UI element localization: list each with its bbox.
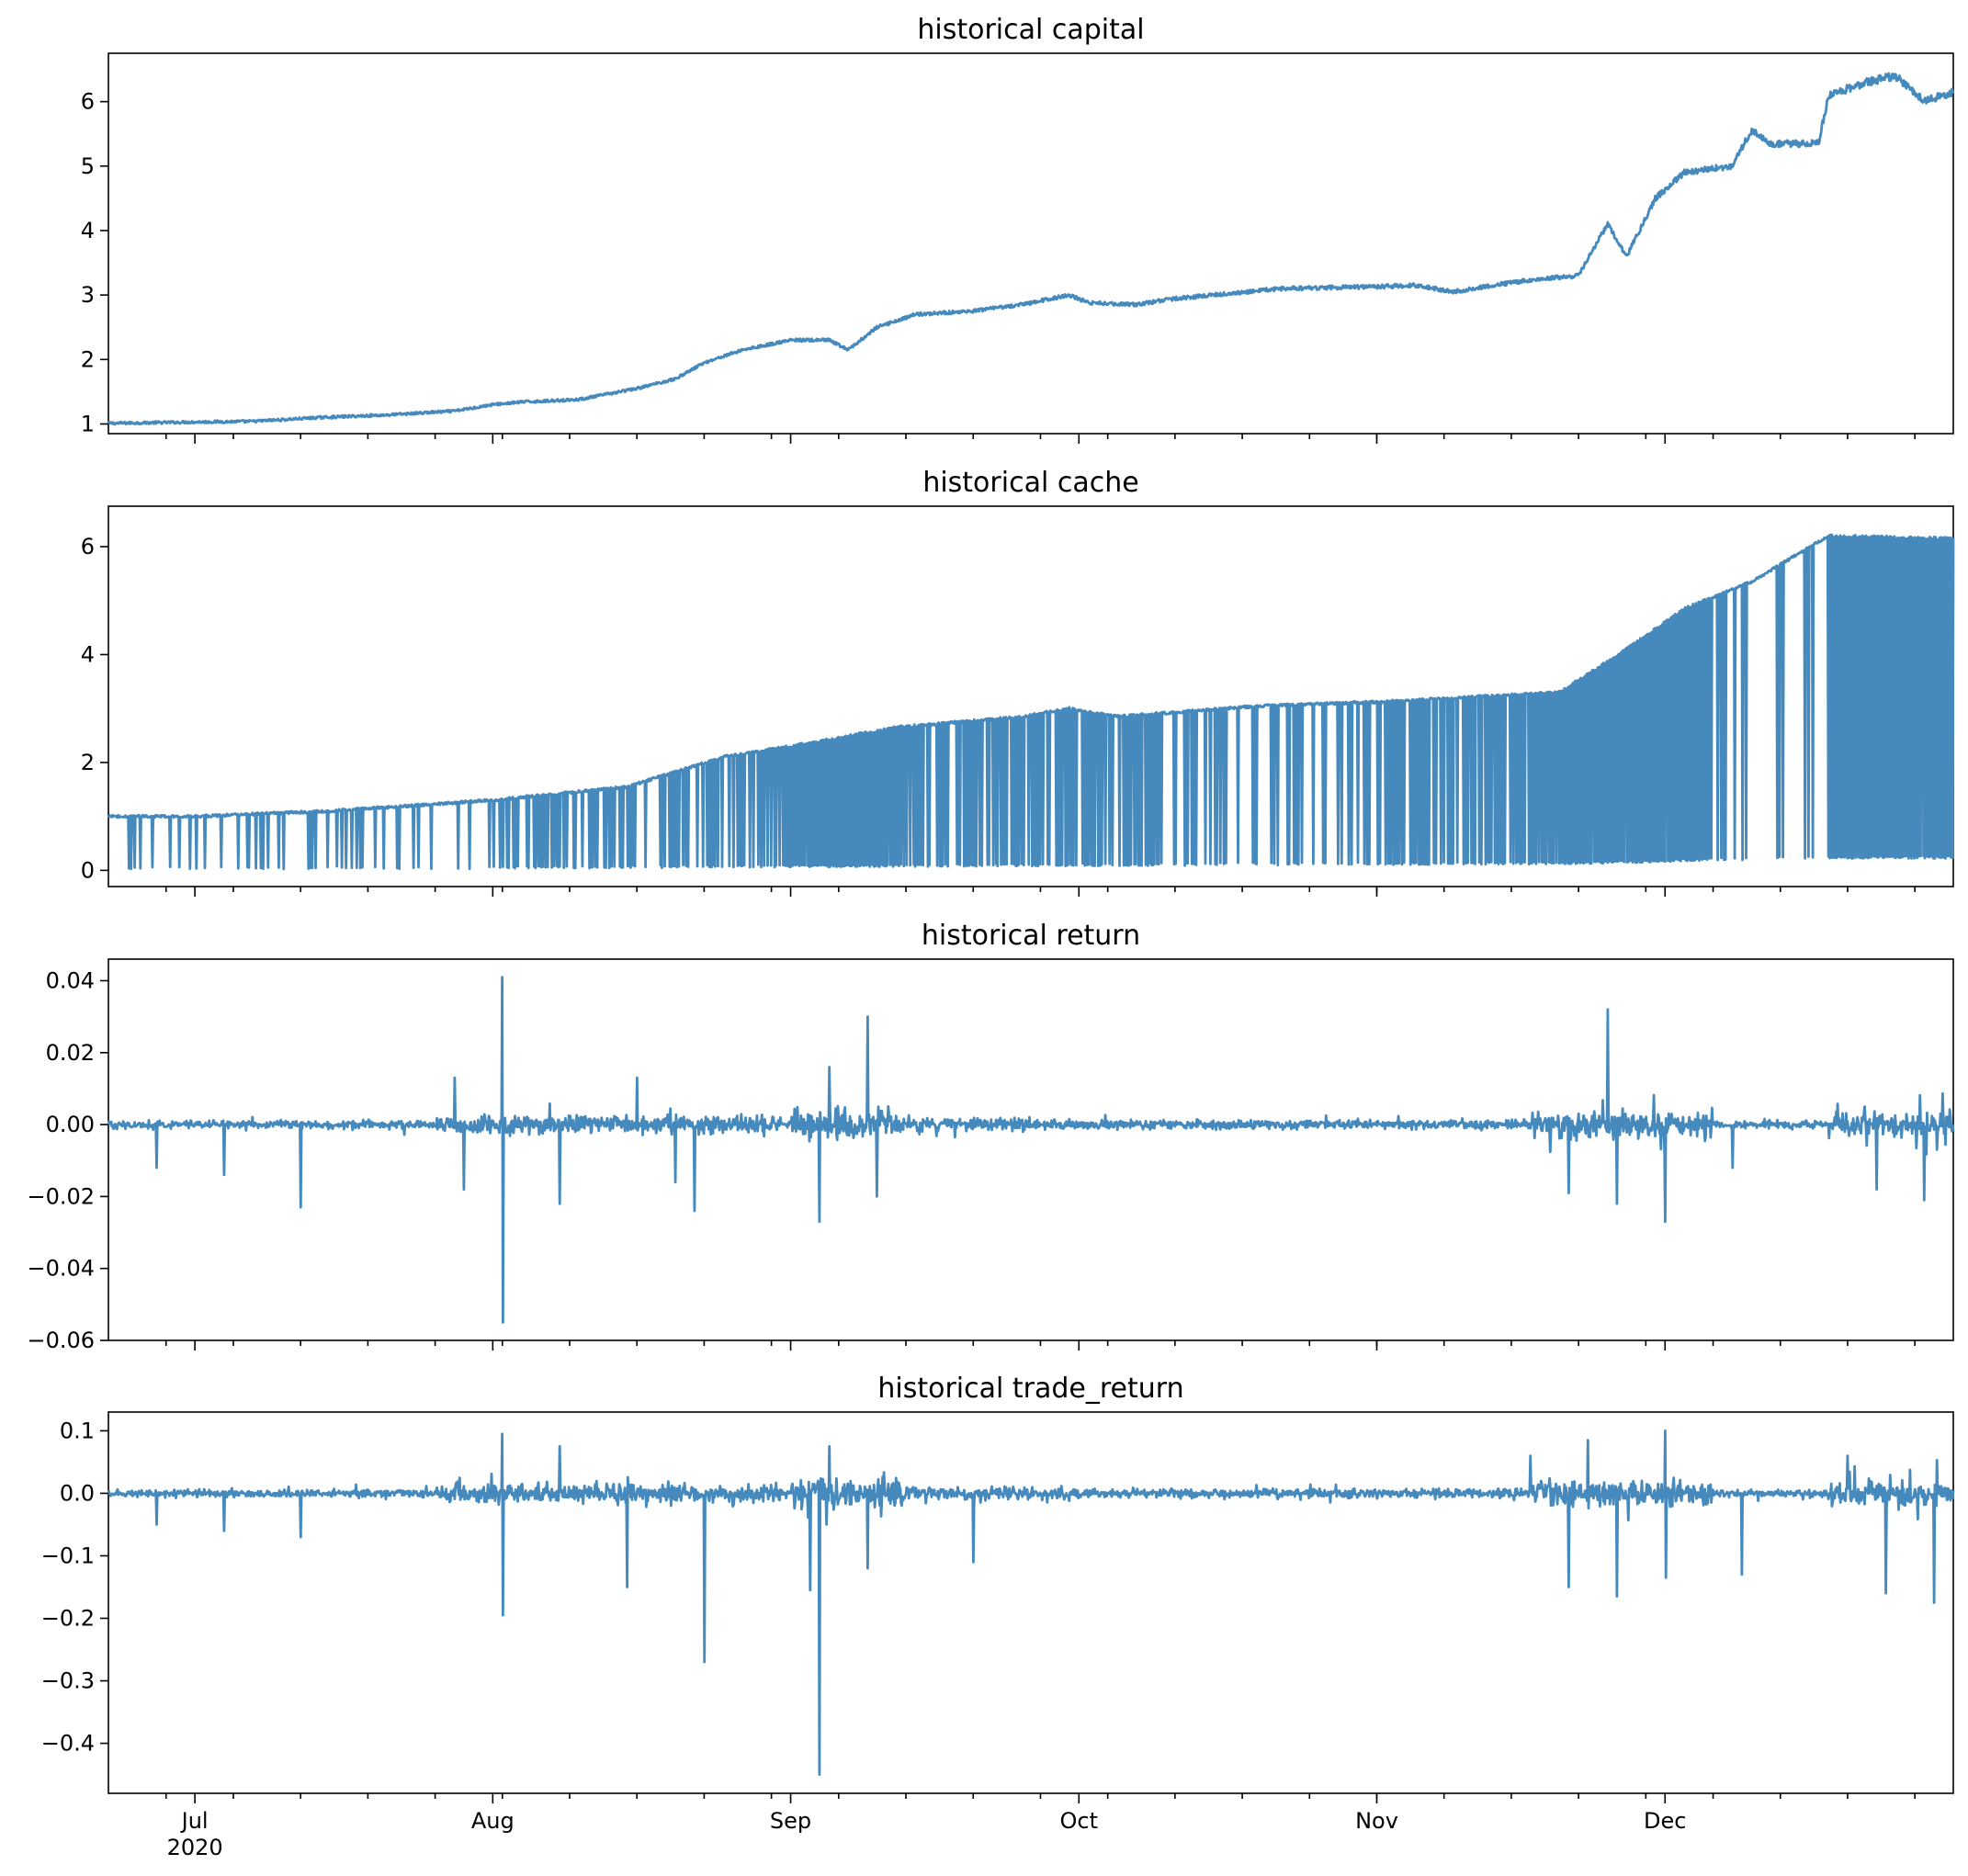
series-line: [107, 1430, 1955, 1776]
subplot-historical-trade-return: historical trade_return −0.4 −0.3 −0.2 −0.1…: [41, 1373, 1955, 1860]
y-ticks: 0 2 4 6: [81, 534, 108, 883]
y-tick-label: 0.02: [46, 1040, 95, 1066]
y-tick-label: −0.06: [27, 1328, 95, 1353]
y-tick-label: −0.04: [27, 1256, 95, 1282]
series-line: [107, 72, 1955, 426]
series-layer: [107, 976, 1955, 1324]
y-tick-label: 0.00: [46, 1112, 95, 1137]
y-tick-label: 6: [81, 534, 95, 559]
subplot-historical-capital: historical capital 1 2 3 4 5 6: [81, 14, 1955, 444]
y-tick-label: 0.1: [60, 1418, 95, 1443]
axes-frame: [107, 1411, 1954, 1794]
subplot-title: historical return: [922, 920, 1140, 952]
subplot-historical-return: historical return −0.06 −0.04 −0.02 0.00 0.0…: [27, 920, 1955, 1353]
y-ticks: −0.06 −0.04 −0.02 0.00 0.02 0.04: [27, 967, 108, 1353]
y-tick-label: 5: [81, 153, 95, 179]
y-tick-label: 2: [81, 346, 95, 372]
series-layer: [107, 533, 1955, 871]
y-tick-label: 3: [81, 282, 95, 308]
series-line: [107, 533, 1955, 871]
y-tick-label: 4: [81, 218, 95, 243]
x-ticks: Jul 2020 Aug Sep Oct Nov Dec: [164, 1793, 1916, 1860]
y-tick-label: −0.2: [41, 1606, 95, 1632]
x-tick-label: Dec: [1644, 1808, 1686, 1834]
y-tick-label: 0: [81, 857, 95, 883]
subplot-title: historical cache: [922, 467, 1138, 499]
series-layer: [107, 72, 1955, 426]
axes-frame: [107, 52, 1954, 435]
y-ticks: 1 2 3 4 5 6: [81, 89, 108, 436]
y-tick-label: −0.1: [41, 1543, 95, 1568]
y-tick-label: 2: [81, 750, 95, 775]
y-tick-label: 6: [81, 89, 95, 115]
x-tick-label: Sep: [770, 1808, 811, 1834]
x-ticks: [164, 434, 1916, 444]
subplot-title: historical capital: [917, 14, 1144, 46]
y-tick-label: −0.3: [41, 1668, 95, 1694]
y-tick-label: 1: [81, 411, 95, 436]
subplot-historical-cache: historical cache 0 2 4 6: [81, 467, 1955, 897]
y-ticks: −0.4 −0.3 −0.2 −0.1 0.0 0.1: [41, 1418, 108, 1757]
y-tick-label: 4: [81, 641, 95, 667]
y-tick-label: 0.0: [60, 1480, 95, 1506]
subplot-title: historical trade_return: [877, 1373, 1183, 1405]
axes-frame: [107, 958, 1954, 1341]
x-tick-label: Aug: [471, 1808, 515, 1834]
y-tick-label: 0.04: [46, 967, 95, 993]
x-tick-label: Jul 2020: [167, 1808, 223, 1860]
series-layer: [107, 1430, 1955, 1776]
series-line: [107, 976, 1955, 1324]
x-ticks: [164, 1340, 1916, 1350]
x-ticks: [164, 887, 1916, 897]
x-tick-label: Nov: [1355, 1808, 1398, 1834]
x-tick-label: Oct: [1060, 1808, 1099, 1834]
y-tick-label: −0.4: [41, 1731, 95, 1757]
y-tick-label: −0.02: [27, 1183, 95, 1209]
